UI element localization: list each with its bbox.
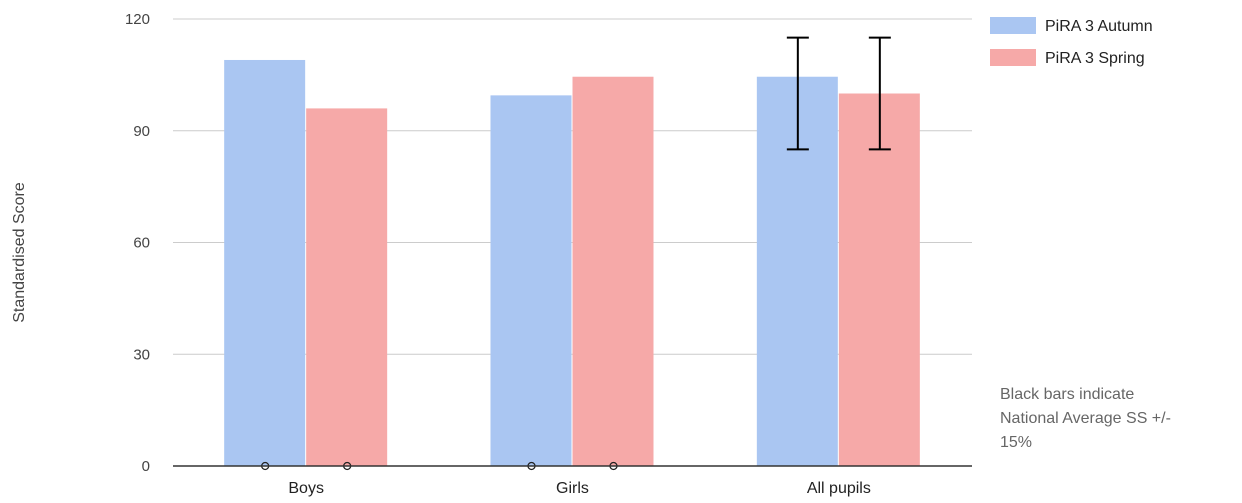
bar [306, 108, 388, 467]
legend-item: PiRA 3 Spring [990, 49, 1145, 67]
error-bar [868, 36, 891, 151]
bar [838, 93, 920, 466]
note-line-1: Black bars indicate [1000, 386, 1135, 403]
x-tick-label: All pupils [807, 480, 871, 497]
bar [572, 76, 654, 467]
bar [224, 59, 306, 466]
bar [490, 95, 572, 467]
y-tick-label: 60 [133, 235, 150, 252]
y-axis-title: Standardised Score [11, 182, 28, 323]
bars [224, 59, 920, 467]
legend: PiRA 3 Autumn PiRA 3 Spring [990, 17, 1153, 67]
error-bars [786, 36, 891, 151]
legend-label: PiRA 3 Autumn [1045, 18, 1153, 35]
error-bar-note: Black bars indicate National Average SS … [1000, 383, 1240, 455]
note-line-3: 15% [1000, 434, 1033, 451]
legend-item: PiRA 3 Autumn [990, 17, 1153, 35]
legend-label: PiRA 3 Spring [1045, 50, 1145, 67]
y-tick-label: 90 [133, 123, 150, 140]
x-tick-label: Boys [288, 480, 324, 497]
y-axis-ticks: 0 30 60 90 120 [125, 11, 150, 475]
note-line-2: National Average SS +/- [1000, 410, 1171, 427]
y-tick-label: 0 [142, 458, 150, 475]
x-axis-labels: Boys Girls All pupils [288, 480, 870, 497]
error-bar [786, 36, 809, 151]
legend-swatch [990, 49, 1036, 66]
y-tick-label: 120 [125, 11, 150, 28]
x-tick-label: Girls [556, 480, 589, 497]
legend-swatch [990, 17, 1036, 34]
y-tick-label: 30 [133, 346, 150, 363]
